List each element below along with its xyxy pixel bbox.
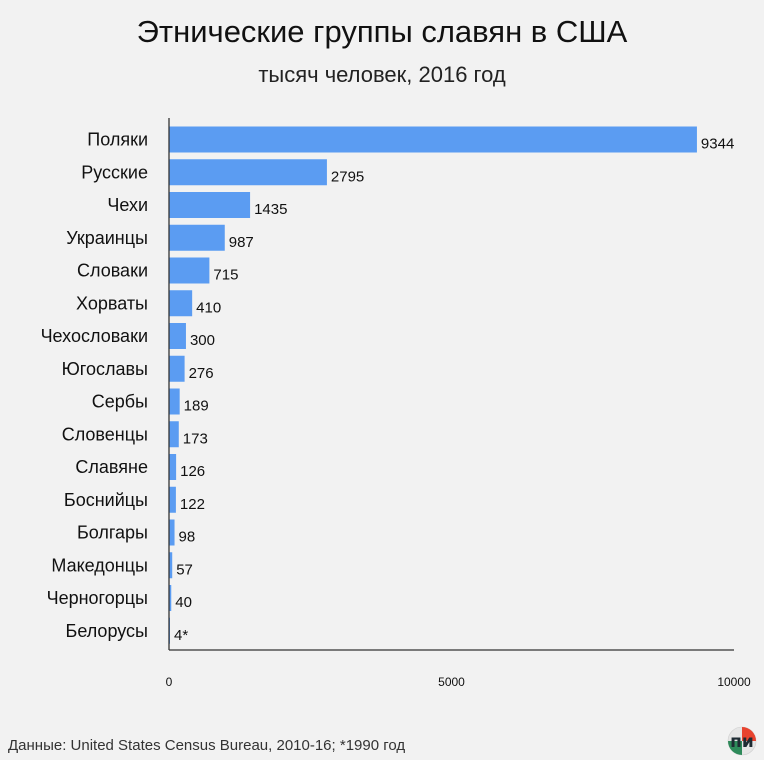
bar-1 (169, 159, 327, 186)
x-tick-label: 0 (166, 675, 173, 689)
bar-11 (169, 486, 176, 513)
bars-layer (169, 126, 697, 644)
value-label: 57 (176, 561, 193, 578)
bar-0 (169, 126, 697, 153)
value-label: 715 (213, 267, 238, 284)
category-labels: Поляки Русские Чехи Украинцы Словаки Хорваты Ч… (41, 130, 148, 641)
value-label: 126 (180, 463, 205, 480)
value-label: 4* (174, 627, 188, 644)
category-label: Словенцы (62, 424, 148, 444)
logo-red-quadrant (742, 727, 756, 741)
source-note: Данные: United States Census Bureau, 201… (8, 737, 406, 754)
category-label: Сербы (92, 392, 148, 412)
bar-3 (169, 224, 225, 251)
value-label: 189 (184, 398, 209, 415)
bar-4 (169, 257, 210, 284)
x-tick-label: 10000 (717, 675, 751, 689)
value-label: 276 (189, 365, 214, 382)
value-label: 173 (183, 430, 208, 447)
value-label: 40 (175, 594, 192, 611)
chart-subtitle: тысяч человек, 2016 год (258, 62, 506, 87)
logo-text: пи (730, 732, 754, 752)
bar-chart: Поляки Русские Чехи Украинцы Словаки Хорваты Ч… (41, 118, 751, 689)
category-label: Хорваты (76, 293, 148, 313)
x-axis: 0 5000 10000 (166, 118, 751, 689)
value-label: 9344 (701, 136, 734, 153)
value-label: 122 (180, 496, 205, 513)
category-label: Боснийцы (64, 490, 148, 510)
category-label: Поляки (87, 130, 148, 150)
value-label: 300 (190, 332, 215, 349)
value-label: 2795 (331, 168, 364, 185)
bar-2 (169, 192, 251, 218)
category-label: Русские (81, 162, 148, 182)
x-tick-label: 5000 (438, 675, 465, 689)
category-label: Чехи (107, 195, 148, 215)
category-label: Черногорцы (47, 588, 148, 608)
category-label: Болгары (77, 523, 148, 543)
pi-logo-icon: пи (727, 726, 757, 756)
category-label: Македонцы (51, 555, 148, 575)
bar-8 (169, 388, 180, 415)
category-label: Славяне (75, 457, 148, 477)
bar-9 (169, 421, 179, 448)
bar-10 (169, 454, 177, 480)
bar-6 (169, 323, 186, 349)
category-label: Югославы (62, 359, 148, 379)
logo-green-quadrant (728, 741, 742, 755)
bar-5 (169, 290, 193, 317)
value-label: 410 (196, 299, 221, 316)
category-label: Украинцы (66, 228, 148, 248)
bar-7 (169, 355, 185, 382)
category-label: Белорусы (66, 621, 149, 641)
bar-12 (169, 519, 175, 546)
bar-13 (169, 552, 173, 579)
category-label: Чехословаки (41, 326, 148, 346)
value-label: 98 (179, 529, 196, 546)
bar-14 (169, 585, 172, 611)
chart-title: Этнические группы славян в США (136, 14, 628, 49)
category-label: Словаки (77, 261, 148, 281)
value-label: 987 (229, 234, 254, 251)
value-label: 1435 (254, 201, 287, 218)
